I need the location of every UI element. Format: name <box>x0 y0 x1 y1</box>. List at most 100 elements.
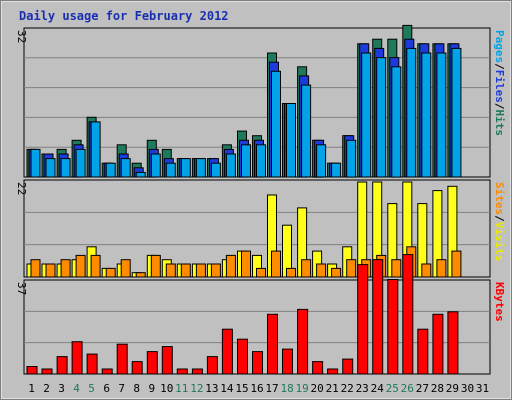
bar-pages-day-26 <box>406 47 417 178</box>
bar-pages-day-23 <box>361 52 372 178</box>
bar-pages-day-15 <box>241 144 251 178</box>
bar-kbytes-day-12 <box>191 368 203 375</box>
bar-sites-day-18 <box>286 267 296 278</box>
bar-sites-day-16 <box>256 267 266 278</box>
x-tick-label: 30 <box>461 382 474 395</box>
bar-pages-day-4 <box>75 148 86 178</box>
bar-sites-day-21 <box>331 267 342 278</box>
panel-max-label: 32 <box>15 30 28 43</box>
bar-kbytes-day-7 <box>116 343 128 375</box>
legend-: / <box>493 63 506 70</box>
bar-sites-day-22 <box>346 259 357 278</box>
bar-kbytes-day-28 <box>432 313 444 375</box>
bar-kbytes-day-18 <box>282 348 293 375</box>
x-tick-label: 16 <box>250 382 263 395</box>
bar-kbytes-day-13 <box>206 356 218 375</box>
bar-pages-day-24 <box>376 57 387 178</box>
panel-top: 32 Pages/Files/Hits <box>15 24 506 178</box>
x-tick-label: 19 <box>295 382 308 395</box>
bar-pages-day-25 <box>391 66 402 178</box>
bar-sites-day-3 <box>60 259 71 278</box>
bar-pages-day-10 <box>165 162 176 178</box>
bar-kbytes-day-3 <box>56 356 68 375</box>
x-tick-label: 18 <box>280 382 293 395</box>
panel-legend: Pages/Files/Hits <box>493 30 506 136</box>
bar-kbytes-day-24 <box>372 259 384 375</box>
bar-pages-day-9 <box>150 153 161 178</box>
x-tick-label: 22 <box>341 382 354 395</box>
bar-pages-day-8 <box>135 171 146 178</box>
bar-kbytes-day-5 <box>86 353 98 375</box>
bar-kbytes-day-19 <box>297 308 309 375</box>
x-tick-label: 26 <box>401 382 414 395</box>
bar-sites-day-6 <box>105 267 116 278</box>
bar-pages-day-28 <box>436 52 447 178</box>
x-axis: 1 2 3 4 5 6 7 8 9 10 11 12 13 14 15 16 17 18 19 20 21 22 23 24 2… <box>28 382 489 395</box>
bar-sites-day-5 <box>90 254 101 278</box>
legend-pages: Pages <box>493 30 506 63</box>
bar-pages-day-1 <box>30 148 41 178</box>
bar-sites-day-9 <box>150 254 161 278</box>
bar-kbytes-day-9 <box>146 351 158 375</box>
x-tick-label: 5 <box>88 382 95 395</box>
bar-kbytes-day-27 <box>417 328 429 375</box>
bar-sites-day-13 <box>210 263 221 278</box>
x-tick-label: 31 <box>476 382 489 395</box>
x-tick-label: 4 <box>73 382 80 395</box>
x-tick-label: 27 <box>416 382 429 395</box>
panel-middle: 22 Sites/Visits <box>15 179 506 278</box>
bar-pages-day-21 <box>331 162 342 178</box>
bar-sites-day-15 <box>241 250 251 278</box>
bar-kbytes-day-11 <box>176 368 188 375</box>
bar-sites-day-27 <box>421 263 432 278</box>
bar-kbytes-day-14 <box>221 328 233 375</box>
bar-pages-day-12 <box>195 158 206 178</box>
bar-kbytes-day-8 <box>131 361 143 375</box>
bar-sites-day-25 <box>391 259 402 278</box>
bar-kbytes-day-4 <box>71 341 83 375</box>
bar-pages-day-2 <box>45 158 56 178</box>
bar-sites-day-14 <box>225 254 236 278</box>
bar-sites-day-11 <box>180 263 191 278</box>
bar-pages-day-6 <box>105 162 116 178</box>
bar-sites-day-7 <box>120 259 131 278</box>
bar-kbytes-day-22 <box>342 358 354 375</box>
bar-pages-day-14 <box>225 153 236 178</box>
bar-sites-day-4 <box>75 254 86 278</box>
bar-sites-day-20 <box>316 263 327 278</box>
bar-sites-day-28 <box>436 259 447 278</box>
bar-sites-day-10 <box>165 263 176 278</box>
bar-kbytes-day-21 <box>327 368 339 375</box>
bar-sites-day-2 <box>45 263 56 278</box>
x-tick-label: 13 <box>205 382 218 395</box>
bar-kbytes-day-16 <box>252 351 263 375</box>
bar-pages-day-17 <box>271 70 281 178</box>
bar-pages-day-20 <box>316 144 327 178</box>
bar-sites-day-1 <box>30 259 41 278</box>
panel-bottom: 37 KBytes <box>15 254 506 375</box>
x-tick-label: 12 <box>190 382 203 395</box>
bar-sites-day-29 <box>451 250 462 278</box>
bar-pages-day-3 <box>60 158 71 178</box>
x-tick-label: 28 <box>431 382 444 395</box>
x-tick-label: 17 <box>265 382 278 395</box>
bar-kbytes-day-2 <box>41 368 53 375</box>
chart-title: Daily usage for February 2012 <box>19 9 229 23</box>
bar-kbytes-day-20 <box>312 361 324 375</box>
x-tick-label: 20 <box>310 382 323 395</box>
bar-pages-day-16 <box>256 144 266 178</box>
bar-pages-day-22 <box>346 139 357 178</box>
bar-kbytes-day-17 <box>267 313 278 375</box>
bar-pages-day-11 <box>180 158 191 178</box>
x-tick-label: 9 <box>148 382 155 395</box>
legend-sites: Sites <box>493 182 506 215</box>
x-tick-label: 6 <box>103 382 110 395</box>
bar-pages-day-19 <box>301 84 312 178</box>
bar-pages-day-5 <box>90 121 101 178</box>
bar-kbytes-day-10 <box>161 346 173 375</box>
legend-files: Files <box>493 70 506 103</box>
bar-kbytes-day-25 <box>387 279 399 375</box>
panel-legend: KBytes <box>493 282 506 322</box>
legend-visits: Visits <box>493 222 506 262</box>
